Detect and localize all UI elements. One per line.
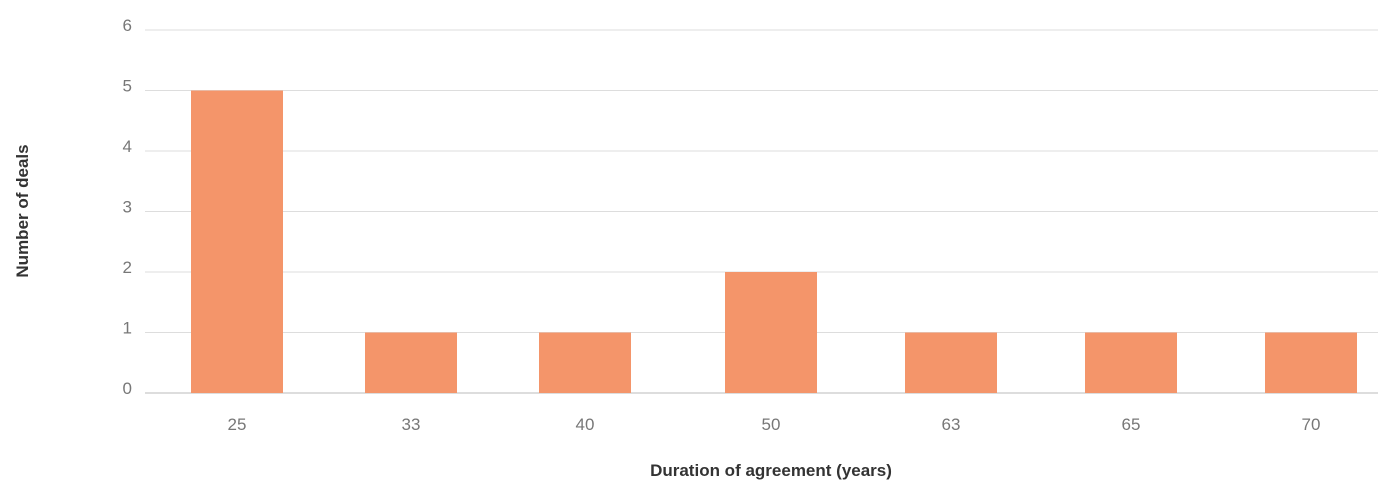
bar-63	[905, 332, 997, 393]
bar-65	[1085, 332, 1177, 393]
bar-70	[1265, 332, 1357, 393]
x-tick-label: 70	[1302, 415, 1321, 434]
x-tick-label: 50	[762, 415, 781, 434]
y-axis-ticks: 0 1 2 3 4 5 6	[123, 16, 132, 398]
x-tick-label: 40	[576, 415, 595, 434]
x-tick-label: 65	[1122, 415, 1141, 434]
y-axis-title: Number of deals	[13, 144, 32, 277]
x-axis-title: Duration of agreement (years)	[650, 461, 892, 480]
x-tick-label: 63	[942, 415, 961, 434]
y-tick-label: 5	[123, 77, 132, 96]
x-tick-label: 33	[402, 415, 421, 434]
bar-33	[365, 332, 457, 393]
y-tick-label: 2	[123, 258, 132, 277]
y-tick-label: 0	[123, 379, 132, 398]
x-axis-ticks: 25 33 40 50 63 65 70	[228, 415, 1321, 434]
y-tick-label: 6	[123, 16, 132, 35]
x-tick-label: 25	[228, 415, 247, 434]
bar-50	[725, 272, 817, 393]
bar-25	[191, 90, 283, 393]
y-tick-label: 4	[123, 137, 132, 156]
bar-40	[539, 332, 631, 393]
bars	[191, 90, 1357, 393]
y-tick-label: 1	[123, 319, 132, 338]
y-tick-label: 3	[123, 198, 132, 217]
